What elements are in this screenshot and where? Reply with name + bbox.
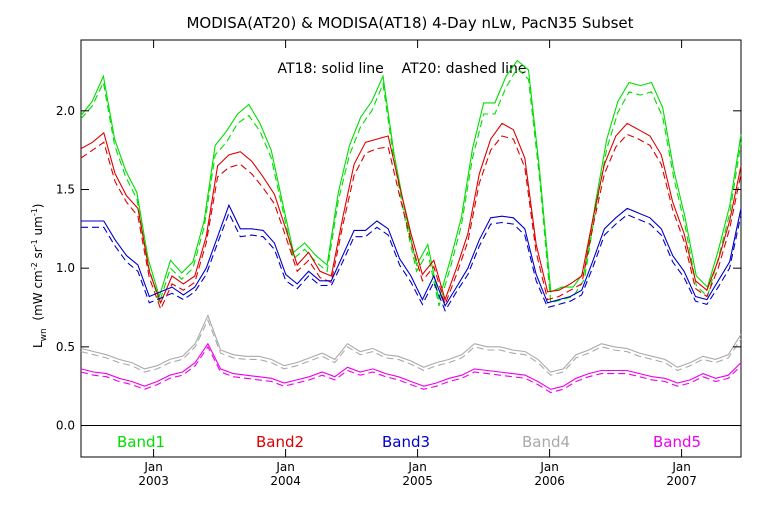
ylabel-exponent-sr: -1	[30, 239, 39, 247]
legend-band5: Band5	[653, 433, 701, 451]
ylabel-units: (mW cm	[31, 270, 45, 320]
x-tick-month: Jan	[671, 460, 691, 474]
y-tick-label: 1.0	[56, 261, 75, 275]
x-tick-year: 2006	[534, 474, 565, 488]
band3-at20-line	[81, 211, 742, 312]
ylabel-units-um: um	[31, 216, 45, 239]
y-tick-label: 1.5	[56, 182, 75, 196]
band4-at20-line	[80, 318, 742, 376]
band5-at20-line	[80, 345, 742, 394]
legend-band2: Band2	[256, 433, 304, 451]
chart-title: MODISA(AT20) & MODISA(AT18) 4-Day nLw, P…	[186, 14, 633, 32]
band4-at18-line	[80, 313, 742, 373]
y-axis-label: Lwn (mW cm-2 sr-1 um-1)	[30, 204, 49, 349]
ylabel-symbol: L	[31, 341, 45, 348]
x-tick-year: 2007	[666, 474, 697, 488]
legend-band3: Band3	[382, 433, 430, 451]
legend-band1: Band1	[117, 433, 165, 451]
x-tick-month: Jan	[539, 460, 559, 474]
ylabel-subscript: wn	[39, 328, 49, 341]
svg-text:Lwn (mW cm-2 sr-1 um-1): Lwn (mW cm-2 sr-1 um-1)	[30, 204, 49, 349]
x-tick-month: Jan	[407, 460, 427, 474]
line-style-note: AT18: solid line AT20: dashed line	[278, 61, 527, 77]
ylabel-units-close: )	[31, 204, 45, 209]
legend-band4: Band4	[522, 433, 570, 451]
plot-frame	[80, 39, 742, 458]
y-axis-ticks: 0.0 0.5 1.0 1.5 2.0	[56, 104, 741, 433]
y-tick-label: 2.0	[56, 104, 75, 118]
band1-at18-line	[80, 59, 742, 300]
band2-at18-line	[80, 122, 742, 305]
series-lines	[80, 59, 742, 394]
ylabel-exponent-cm: -2	[30, 262, 39, 270]
ylabel-units-sr: sr	[31, 247, 45, 262]
y-tick-label: 0.5	[56, 340, 75, 354]
ylabel-exponent-um: -1	[30, 208, 39, 216]
x-tick-year: 2003	[138, 474, 169, 488]
x-tick-year: 2004	[270, 474, 301, 488]
band-legend: Band1 Band2 Band3 Band4 Band5	[117, 433, 701, 451]
band2-at20-line	[80, 133, 742, 311]
x-tick-month: Jan	[275, 460, 295, 474]
band1-at20-line	[80, 67, 742, 307]
band5-at18-line	[80, 342, 742, 390]
x-tick-year: 2005	[402, 474, 433, 488]
y-tick-label: 0.0	[56, 419, 75, 433]
band3-at18-line	[81, 203, 742, 308]
x-tick-month: Jan	[143, 460, 163, 474]
